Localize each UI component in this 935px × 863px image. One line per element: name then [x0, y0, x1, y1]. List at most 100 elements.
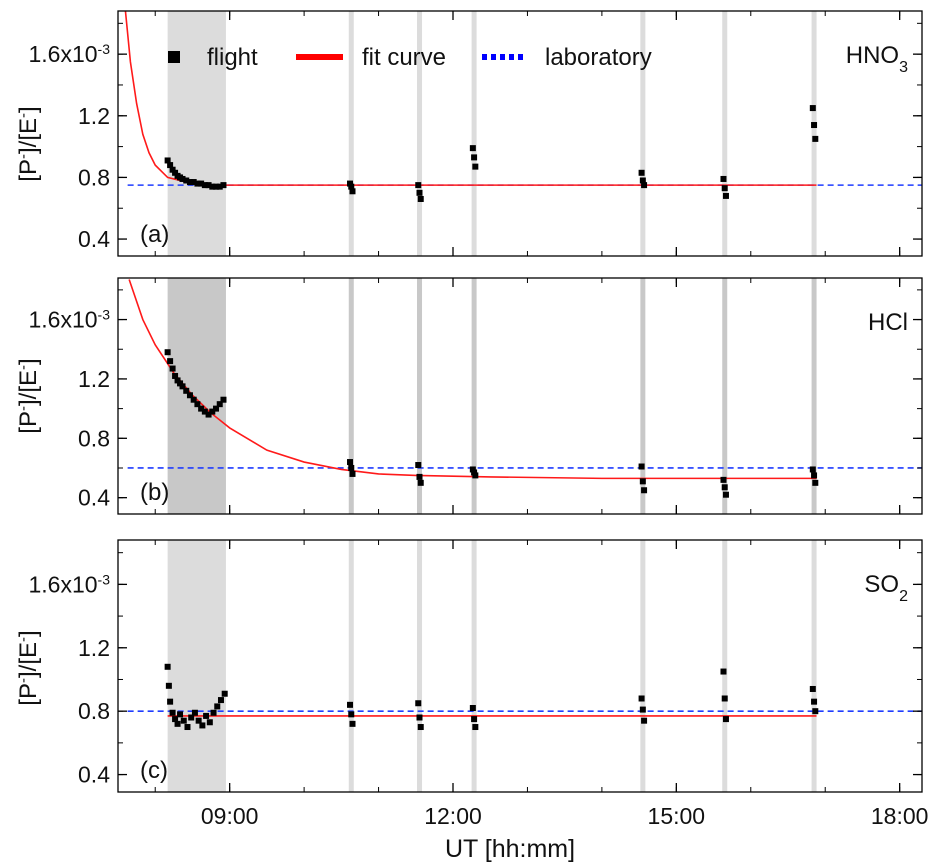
y-axis-label-part: ]: [15, 106, 42, 113]
y-tick-label: 0.8: [78, 698, 110, 724]
y-axis-label-part: [P: [15, 683, 42, 706]
y-tick-label: 0.8: [78, 425, 110, 451]
flight-data-point: [167, 698, 174, 705]
flight-data-point: [217, 697, 224, 704]
flight-data-point: [639, 478, 646, 485]
flight-data-point: [415, 700, 422, 707]
y-tick-label-base: 0.8: [78, 698, 110, 724]
species-label-base: HCl: [868, 309, 908, 336]
flight-data-point: [472, 163, 479, 170]
flight-data-point: [164, 157, 171, 164]
flight-data-point: [416, 473, 423, 480]
y-tick-label-base: 0.4: [78, 485, 110, 511]
y-axis-label-sup: -: [15, 678, 32, 683]
flight-data-point: [638, 695, 645, 702]
flight-period-band: [348, 11, 354, 256]
y-axis-label-part: ]/[E: [15, 118, 42, 154]
flight-data-point: [179, 175, 186, 182]
legend: flight fit curve laboratory: [168, 44, 652, 71]
flight-data-point: [638, 169, 645, 176]
flight-period-band: [471, 278, 477, 514]
flight-data-point: [198, 405, 205, 412]
flight-data-point: [172, 169, 179, 176]
flight-data-point: [721, 695, 728, 702]
flight-data-point: [169, 166, 176, 173]
flight-period-band: [811, 11, 817, 256]
flight-data-point: [169, 365, 176, 372]
flight-data-point: [184, 724, 191, 731]
flight-period-band: [417, 540, 423, 792]
y-tick-label-base: 1.2: [78, 635, 110, 661]
panel-a: 0.4 0.8 1.2 1.6x10-3 (a) HNO3: [28, 10, 923, 257]
y-axis-label-sup: -: [15, 113, 32, 118]
flight-data-point: [348, 711, 355, 718]
flight-period-band: [640, 11, 646, 256]
y-axis-label-a: [P-]/[E-]: [15, 106, 43, 181]
flight-data-point: [206, 719, 213, 726]
y-tick-label: 0.4: [78, 485, 110, 511]
y-tick-label: 0.4: [78, 226, 110, 252]
flight-data-point: [172, 372, 179, 379]
flight-data-point: [194, 401, 201, 408]
flight-data-point: [201, 408, 208, 415]
flight-data-point: [720, 175, 727, 182]
legend-label: flight: [207, 44, 258, 71]
y-tick-label: 1.6x10-3: [28, 307, 110, 333]
legend-marker-flight: [168, 51, 180, 63]
flight-period-band: [417, 278, 423, 514]
flight-data-point: [174, 720, 181, 727]
y-tick-label-exponent: -3: [98, 571, 111, 587]
panel-c: 0.4 0.8 1.2 1.6x10-3 09:00 12:00 15:00 18:00 (c)…: [28, 539, 928, 829]
species-label-subscript: 2: [899, 588, 908, 605]
flight-data-point: [167, 162, 174, 169]
flight-data-point: [639, 177, 646, 184]
flight-data-point: [812, 135, 819, 142]
y-tick-label: 1.2: [78, 103, 110, 129]
y-tick-label: 0.4: [78, 762, 110, 788]
y-tick-label: 1.6x10-3: [28, 571, 110, 597]
plot-area: [124, 11, 922, 256]
panel-letter: (a): [140, 221, 169, 248]
flight-period-band: [722, 278, 728, 514]
flight-data-point: [811, 698, 818, 705]
y-tick-label-base: 0.4: [78, 226, 110, 252]
flight-data-point: [721, 484, 728, 491]
x-tick-label: 09:00: [201, 803, 259, 829]
flight-data-point: [164, 663, 171, 670]
flight-period-band: [811, 540, 817, 792]
flight-data-point: [164, 349, 171, 356]
flight-data-point: [471, 716, 478, 723]
flight-data-point: [416, 714, 423, 721]
flight-data-point: [417, 479, 424, 486]
flight-data-point: [213, 183, 220, 190]
y-tick-label-exponent: -3: [98, 41, 111, 57]
flight-data-point: [213, 405, 220, 412]
flight-data-point: [220, 396, 227, 403]
flight-data-point: [186, 179, 193, 186]
flight-data-point: [167, 358, 174, 365]
flight-data-point: [190, 179, 197, 186]
flight-data-point: [639, 706, 646, 713]
flight-data-point: [349, 470, 356, 477]
legend-label: laboratory: [545, 44, 652, 71]
flight-data-point: [183, 387, 190, 394]
flight-data-point: [811, 472, 818, 479]
flight-data-point: [722, 192, 729, 199]
plot-frame: [117, 277, 923, 515]
flight-data-point: [417, 195, 424, 202]
panel-letter: (c): [140, 757, 168, 784]
y-axis-label-b: [P-]/[E-]: [15, 358, 43, 433]
y-axis-label-sup: -: [15, 365, 32, 370]
flight-data-point: [201, 182, 208, 189]
flight-period-band: [640, 540, 646, 792]
flight-data-point: [205, 411, 212, 418]
flight-data-point: [349, 188, 356, 195]
flight-data-point: [471, 154, 478, 161]
flight-data-point: [641, 182, 648, 189]
flight-data-point: [179, 383, 186, 390]
x-tick-label: 15:00: [648, 803, 706, 829]
flight-data-point: [216, 401, 223, 408]
species-label: SO2: [864, 571, 908, 605]
y-tick-label-base: 1.2: [78, 366, 110, 392]
y-axis-label-part: ]/[E: [15, 370, 42, 406]
